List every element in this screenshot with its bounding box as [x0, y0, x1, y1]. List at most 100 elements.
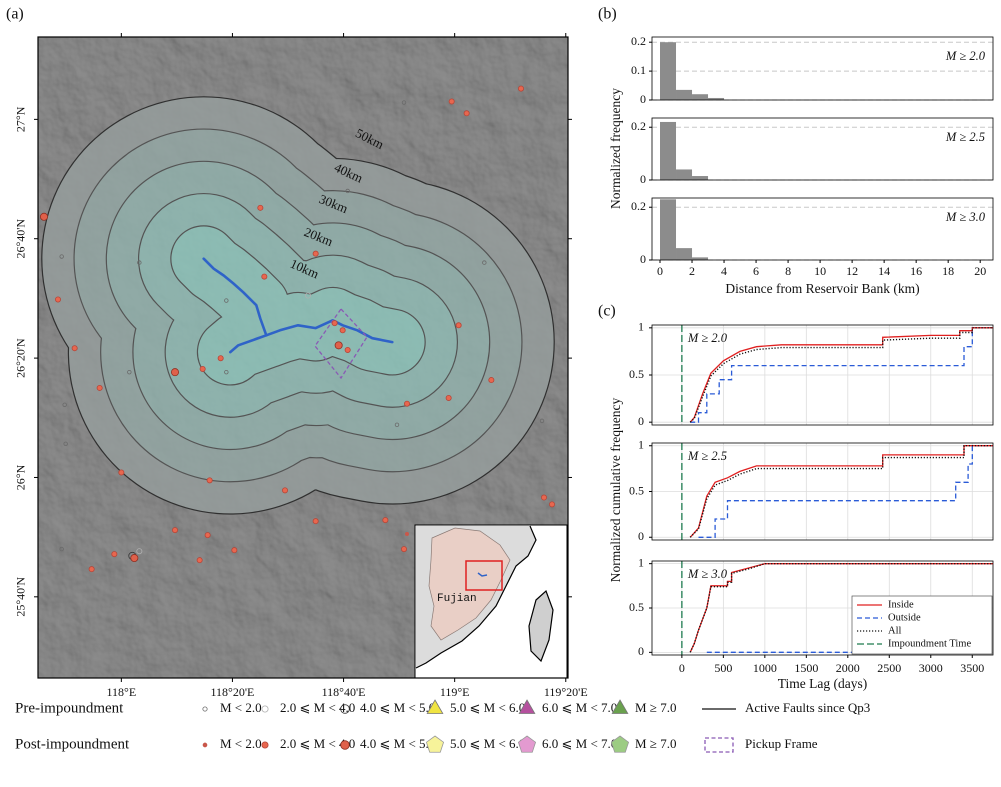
legend-label: 5.0 ⩽ M < 6.0	[450, 700, 525, 715]
legend-label: 4.0 ⩽ M < 5.0	[360, 700, 435, 715]
legend-label: Inside	[888, 599, 914, 610]
x-tick-label: 118°40'E	[322, 685, 366, 699]
page: Reservoir seismicity figure html, body {…	[0, 0, 1001, 787]
panel-label: (c)	[598, 303, 616, 320]
legend-label: 2.0 ⩽ M < 4.0	[280, 700, 355, 715]
earthquake	[200, 366, 205, 371]
legend-marker	[262, 706, 268, 712]
legend-label: Outside	[888, 612, 921, 623]
axes-frame	[652, 37, 993, 100]
x-tick-label: 16	[910, 264, 922, 278]
bar	[660, 199, 676, 260]
earthquake	[456, 323, 461, 328]
earthquake	[197, 558, 202, 563]
x-tick-label: 1500	[794, 661, 818, 675]
y-tick-label: 0.1	[631, 63, 646, 77]
y-tick-label: 1	[638, 555, 644, 569]
x-tick-label: 119°20'E	[544, 685, 588, 699]
y-tick-label: 0.5	[629, 483, 644, 497]
y-tick-label: 0	[638, 529, 644, 543]
y-tick-label: 27°N	[14, 106, 28, 132]
x-tick-label: 2000	[836, 661, 860, 675]
y-tick-label: 0.2	[631, 199, 646, 213]
x-tick-label: 20	[974, 264, 986, 278]
annotation: M ≥ 2.0	[945, 49, 986, 63]
legend-label: Active Faults since Qp3	[745, 700, 870, 715]
y-axis-label: Normalized frequency	[608, 88, 623, 209]
y-tick-label: 0	[638, 644, 644, 658]
earthquake	[518, 86, 523, 91]
x-tick-label: 118°20'E	[211, 685, 255, 699]
legend-marker	[203, 743, 207, 747]
legend-label: Impoundment Time	[888, 638, 971, 649]
legend-label: All	[888, 625, 902, 636]
x-tick-label: 2	[689, 264, 695, 278]
bar	[676, 169, 692, 180]
legend-label: M ≥ 7.0	[635, 736, 676, 751]
bar	[692, 94, 708, 100]
y-tick-label: 0	[638, 414, 644, 428]
y-tick-label: 0	[640, 252, 646, 266]
inset-map: Fujian	[415, 525, 567, 678]
earthquake	[131, 554, 138, 561]
earthquake	[232, 548, 237, 553]
legend-row-label: Post-impoundment	[15, 736, 130, 752]
legend-label: 6.0 ⩽ M < 7.0	[542, 700, 617, 715]
legend-label: M ≥ 7.0	[635, 700, 676, 715]
y-tick-label: 0	[640, 92, 646, 106]
y-tick-label: 0.2	[631, 34, 646, 48]
earthquake	[345, 347, 350, 352]
earthquake	[446, 395, 451, 400]
earthquake	[383, 517, 388, 522]
y-tick-label: 1	[638, 320, 644, 334]
earthquake	[549, 502, 554, 507]
legend-row-label: Pre-impoundment	[15, 700, 124, 716]
annotation: M ≥ 2.5	[945, 130, 985, 144]
earthquake	[262, 274, 267, 279]
legend-label: 6.0 ⩽ M < 7.0	[542, 736, 617, 751]
x-tick-label: 1000	[753, 661, 777, 675]
x-tick-label: 8	[785, 264, 791, 278]
x-tick-label: 4	[721, 264, 727, 278]
earthquake	[40, 213, 47, 220]
legend-marker	[203, 707, 207, 711]
legend-marker	[341, 741, 350, 750]
x-tick-label: 18	[942, 264, 954, 278]
legend-label: Pickup Frame	[745, 736, 818, 751]
panel-label: (a)	[6, 6, 24, 23]
earthquake	[335, 342, 342, 349]
earthquake	[112, 551, 117, 556]
y-tick-label: 25°40'N	[14, 577, 28, 617]
x-tick-label: 6	[753, 264, 759, 278]
earthquake	[207, 478, 212, 483]
earthquake	[218, 356, 223, 361]
legend-marker	[262, 742, 268, 748]
y-axis-label: Normalized cumulative frequency	[608, 398, 623, 583]
earthquake	[332, 321, 337, 326]
x-tick-label: 119°E	[440, 685, 470, 699]
bar	[676, 90, 692, 100]
y-tick-label: 26°N	[14, 464, 28, 490]
body: 10km20km30km40km50kmFujian118°E118°20'E1…	[0, 0, 1001, 787]
y-tick-label: 26°20'N	[14, 338, 28, 378]
y-tick-label: 26°40'N	[14, 219, 28, 259]
figure: 10km20km30km40km50kmFujian118°E118°20'E1…	[0, 0, 1001, 787]
earthquake	[172, 528, 177, 533]
annotation: M ≥ 3.0	[945, 210, 986, 224]
annotation: M ≥ 2.5	[687, 449, 727, 463]
earthquake	[401, 546, 406, 551]
legend-label: 4.0 ⩽ M < 5.0	[360, 736, 435, 751]
inset-label: Fujian	[437, 593, 477, 605]
earthquake	[541, 495, 546, 500]
bar	[660, 122, 676, 180]
legend-label: 5.0 ⩽ M < 6.0	[450, 736, 525, 751]
legend-label: M < 2.0	[220, 736, 262, 751]
earthquake	[489, 377, 494, 382]
bar	[676, 248, 692, 260]
legend-pickup-frame	[705, 738, 733, 752]
annotation: M ≥ 3.0	[687, 567, 728, 581]
x-axis-label: Time Lag (days)	[778, 676, 868, 691]
bar	[692, 176, 708, 180]
x-tick-label: 2500	[877, 661, 901, 675]
earthquake	[449, 99, 454, 104]
